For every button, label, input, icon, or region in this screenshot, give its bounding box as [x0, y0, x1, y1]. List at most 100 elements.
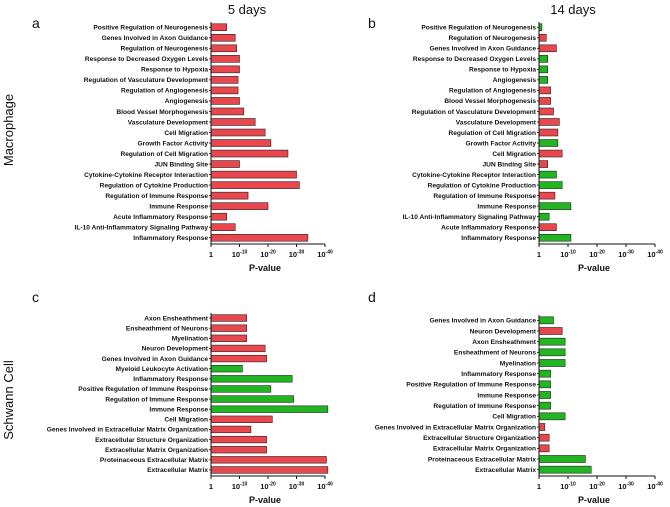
category-label-a-immune-response: Immune Response — [149, 203, 208, 210]
bar-a-positive-regulation-of-neurogenesis — [210, 23, 227, 32]
x-tick-exponent: -20 — [598, 482, 605, 488]
category-label-a-regulation-of-angiogenesis: Regulation of Angiogenesis — [121, 88, 208, 95]
bar-a-regulation-of-neurogenesis — [210, 44, 237, 53]
bar-a-cytokine-cytokine-receptor-interaction — [210, 170, 297, 179]
category-label-a-regulation-of-cytokine-production: Regulation of Cytokine Production — [100, 182, 208, 189]
x-tick-base: 10 — [618, 250, 626, 259]
category-label-d-inflammatory-response: Inflammatory Response — [461, 371, 536, 378]
category-label-b-response-to-hypoxia: Response to Hypoxia — [469, 67, 536, 74]
x-tick-label-d-1: 10-10 — [560, 482, 576, 492]
category-label-d-extracellular-matrix: Extracellular Matrix — [475, 467, 536, 474]
x-tick-label-c-0: 1 — [209, 482, 213, 491]
category-label-b-jun-binding-site: JUN Binding Site — [483, 161, 537, 168]
bar-d-cell-migration — [538, 412, 566, 421]
bar-b-immune-response — [538, 202, 572, 210]
bar-a-cell-migration — [210, 128, 266, 137]
x-tick-label-c-3: 10-30 — [289, 482, 305, 492]
x-tick-base: 10 — [589, 482, 597, 491]
bar-a-il-10-anti-inflammatory-signaling-pathway — [210, 223, 236, 231]
bar-a-blood-vessel-morphogenesis — [210, 107, 245, 116]
category-label-a-cell-migration: Cell Migration — [164, 130, 208, 137]
category-label-a-response-to-hypoxia: Response to Hypoxia — [141, 67, 208, 74]
panel-a-chart: Positive Regulation of Neurogenesis Genes… — [75, 22, 333, 273]
bar-d-axon-ensheathment — [538, 337, 566, 346]
panel-b-label: b — [368, 15, 376, 31]
category-label-d-positive-regulation-of-immune-response: Positive Regulation of Immune Response — [406, 382, 536, 389]
bar-a-regulation-of-angiogenesis — [210, 86, 239, 95]
x-tick-base: 10 — [560, 482, 568, 491]
category-label-a-growth-factor-activity: Growth Factor Activity — [138, 140, 209, 147]
x-tick-label-b-0: 1 — [537, 250, 541, 259]
panel-c-chart: Axon Ensheathment Ensheathment of Neurons… — [47, 313, 333, 505]
category-label-b-regulation-of-vasculature-development: Regulation of Vasculature Development — [412, 109, 537, 116]
x-axis-label-b: P-value — [578, 263, 610, 273]
x-tick-label-c-2: 10-20 — [260, 482, 276, 492]
bar-c-neuron-development — [210, 344, 266, 353]
x-tick-base: 1 — [209, 250, 213, 259]
bar-c-proteinaceous-extracellular-matrix — [210, 456, 327, 464]
x-tick-base: 10 — [260, 250, 268, 259]
category-label-d-immune-response: Immune Response — [477, 392, 536, 399]
x-tick-label-b-2: 10-20 — [589, 250, 605, 260]
x-tick-base: 10 — [618, 482, 626, 491]
x-tick-exponent: -30 — [297, 482, 304, 488]
bar-b-angiogenesis — [538, 76, 548, 84]
category-label-a-regulation-of-vasculature-development: Regulation of Vasculature Development — [84, 77, 209, 84]
category-label-a-inflammatory-response: Inflammatory Response — [133, 235, 208, 242]
x-tick-base: 10 — [317, 482, 325, 491]
category-label-d-axon-ensheathment: Axon Ensheathment — [472, 339, 537, 346]
category-label-c-genes-involved-in-axon-guidance: Genes Involved in Axon Guidance — [102, 356, 209, 363]
x-tick-base: 10 — [589, 250, 597, 259]
x-tick-label-c-1: 10-10 — [232, 482, 248, 492]
column-title-5-days: 5 days — [228, 2, 267, 17]
bar-d-proteinaceous-extracellular-matrix — [538, 455, 586, 463]
bar-c-genes-involved-in-axon-guidance — [210, 354, 267, 363]
category-label-b-blood-vessel-morphogenesis: Blood Vessel Morphogenesis — [444, 98, 536, 105]
bar-d-immune-response — [538, 391, 551, 399]
category-label-c-inflammatory-response: Inflammatory Response — [133, 376, 208, 383]
bar-d-neuron-development — [538, 327, 563, 335]
bar-c-genes-involved-in-extracellular-matrix-organization — [210, 425, 252, 434]
category-label-d-regulation-of-immune-response: Regulation of Immune Response — [433, 403, 536, 410]
bar-a-genes-involved-in-axon-guidance — [210, 34, 236, 42]
panel-d-label: d — [368, 289, 376, 305]
bar-a-response-to-hypoxia — [210, 65, 240, 74]
x-tick-base: 10 — [560, 250, 568, 259]
category-label-b-immune-response: Immune Response — [477, 203, 536, 210]
category-label-a-genes-involved-in-axon-guidance: Genes Involved in Axon Guidance — [102, 35, 209, 42]
bar-d-regulation-of-immune-response — [538, 401, 551, 410]
x-tick-exponent: -20 — [269, 250, 276, 256]
category-label-a-positive-regulation-of-neurogenesis: Positive Regulation of Neurogenesis — [93, 25, 208, 32]
bar-b-regulation-of-angiogenesis — [538, 86, 551, 95]
category-label-a-angiogenesis: Angiogenesis — [165, 98, 209, 105]
x-axis-label-d: P-value — [578, 495, 610, 505]
category-label-c-extracellular-matrix: Extracellular Matrix — [147, 467, 208, 474]
category-label-b-regulation-of-cytokine-production: Regulation of Cytokine Production — [428, 182, 536, 189]
category-label-b-regulation-of-neurogenesis: Regulation of Neurogenesis — [448, 35, 536, 42]
bar-b-vasculature-development — [538, 118, 560, 126]
x-tick-label-d-3: 10-30 — [618, 482, 634, 492]
category-label-b-cytokine-cytokine-receptor-interaction: Cytokine-Cytokine Receptor Interaction — [412, 172, 536, 179]
bar-c-ensheathment-of-neurons — [210, 324, 247, 332]
bar-c-cell-migration — [210, 415, 273, 423]
bar-c-myelination — [210, 334, 247, 342]
bar-b-il-10-anti-inflammatory-signaling-pathway — [538, 212, 550, 221]
x-tick-base: 10 — [647, 482, 655, 491]
category-label-a-regulation-of-cell-migration: Regulation of Cell Migration — [120, 151, 208, 158]
category-label-c-regulation-of-immune-response: Regulation of Immune Response — [105, 396, 208, 403]
category-label-d-genes-involved-in-axon-guidance: Genes Involved in Axon Guidance — [430, 318, 537, 325]
bar-d-ensheathment-of-neurons — [538, 348, 566, 357]
bar-b-inflammatory-response — [538, 233, 572, 242]
bar-a-jun-binding-site — [210, 160, 240, 168]
x-tick-exponent: -40 — [656, 250, 663, 256]
panel-d-chart: Genes Involved in Axon Guidance Neuron De… — [375, 315, 663, 505]
bar-d-positive-regulation-of-immune-response — [538, 380, 551, 389]
x-tick-label-a-3: 10-30 — [289, 250, 305, 260]
category-label-c-positive-regulation-of-immune-response: Positive Regulation of Immune Response — [78, 386, 208, 393]
bar-d-genes-involved-in-axon-guidance — [538, 316, 554, 325]
row-title-macrophage: Macrophage — [1, 94, 16, 166]
x-tick-exponent: -10 — [569, 482, 576, 488]
bar-c-extracellular-structure-organization — [210, 435, 267, 444]
bar-c-inflammatory-response — [210, 375, 293, 383]
bar-a-response-to-decreased-oxygen-levels — [210, 55, 240, 63]
